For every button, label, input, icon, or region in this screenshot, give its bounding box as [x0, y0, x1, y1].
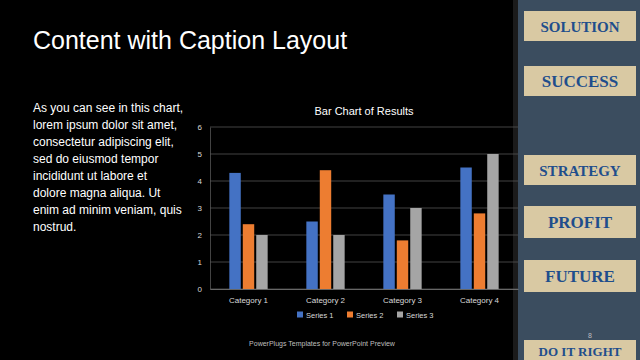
- legend-item: Series 1: [297, 311, 334, 320]
- y-tick-label: 6: [198, 123, 203, 132]
- x-tick-label: Category 4: [460, 296, 500, 305]
- x-axis-line: [211, 289, 519, 290]
- image-word-plate: [524, 66, 636, 96]
- image-background: [517, 0, 640, 360]
- chart: Bar Chart of Results0123456Category 1Cat…: [198, 105, 519, 320]
- y-tick-label: 3: [198, 204, 203, 213]
- grid-line: [210, 127, 518, 128]
- x-tick: Category 4: [460, 289, 500, 305]
- image-word-plate: [524, 340, 636, 360]
- image-word: FUTURE: [545, 267, 615, 286]
- x-tick: Category 2: [306, 289, 346, 305]
- legend-label: Series 3: [406, 311, 434, 320]
- page-number: 8: [588, 332, 592, 339]
- bar: [243, 224, 254, 289]
- caption-line: dolore magna aliqua. Ut: [33, 186, 161, 200]
- bar: [487, 154, 498, 289]
- image-word-plate: [524, 155, 636, 185]
- background: [0, 0, 640, 360]
- caption-line: incididunt ut labore et: [33, 169, 148, 183]
- y-tick-label: 5: [198, 150, 203, 159]
- grid-line: [210, 235, 518, 236]
- y-tick-label: 2: [198, 231, 203, 240]
- bar: [306, 222, 317, 290]
- x-tick-label: Category 1: [229, 296, 269, 305]
- image-word: SUCCESS: [542, 72, 619, 91]
- image-word: DO IT RIGHT: [539, 344, 622, 359]
- caption-line: consectetur adipiscing elit,: [33, 135, 174, 149]
- image-word: STRATEGY: [539, 163, 621, 179]
- caption-line: enim ad minim veniam, quis: [33, 203, 182, 217]
- y-tick: 2: [198, 231, 210, 240]
- bar: [474, 213, 485, 289]
- y-axis-line: [210, 128, 211, 290]
- grid: [210, 127, 518, 289]
- bar: [397, 240, 408, 289]
- x-tick: Category 1: [229, 289, 269, 305]
- image-word-plate: [524, 11, 636, 41]
- image-divider: [513, 0, 518, 360]
- bar: [256, 235, 267, 289]
- y-tick: 3: [198, 204, 210, 213]
- x-tick-label: Category 3: [383, 296, 423, 305]
- y-tick-label: 0: [198, 285, 203, 294]
- legend-swatch: [347, 312, 353, 318]
- bar: [383, 195, 394, 290]
- image-word-plate: [524, 206, 636, 238]
- legend-label: Series 2: [356, 311, 384, 320]
- y-tick: 0: [198, 285, 210, 294]
- legend-item: Series 2: [347, 311, 384, 320]
- legend-label: Series 1: [306, 311, 334, 320]
- x-axis: Category 1 Category 2 Category 3 Category 4: [211, 289, 519, 305]
- caption-line: sed do eiusmod tempor: [33, 152, 158, 166]
- caption: As you can see in this chart, lorem ipsum…: [33, 101, 183, 234]
- image-panel: SOLUTION SUCCESS STRATEGY PROFIT FUTURE DO IT…: [513, 0, 640, 360]
- bar: [320, 170, 331, 289]
- legend-swatch: [297, 312, 303, 318]
- bar: [410, 208, 421, 289]
- x-tick: Category 3: [383, 289, 423, 305]
- chart-title: Bar Chart of Results: [314, 105, 414, 117]
- legend-item: Series 3: [397, 311, 434, 320]
- y-tick: 6: [198, 123, 210, 132]
- y-tick-label: 1: [198, 258, 203, 267]
- bars: [229, 154, 498, 289]
- grid-line: [210, 154, 518, 155]
- grid-line: [210, 208, 518, 209]
- grid-line: [210, 289, 518, 290]
- legend: Series 1 Series 2 Series 3: [297, 311, 434, 320]
- caption-line: lorem ipsum dolor sit amet,: [33, 118, 177, 132]
- x-tick-label: Category 2: [306, 296, 346, 305]
- y-tick-label: 4: [198, 177, 203, 186]
- y-tick: 4: [198, 177, 210, 186]
- footer: PowerPlugs Templates for PowerPoint Prev…: [249, 340, 396, 348]
- bar: [460, 168, 471, 290]
- y-tick: 1: [198, 258, 210, 267]
- bar: [333, 235, 344, 289]
- slide: Content with Caption Layout As you can se…: [0, 0, 640, 360]
- caption-line: As you can see in this chart,: [33, 101, 183, 115]
- slide-title: Content with Caption Layout: [33, 26, 347, 54]
- y-tick: 5: [198, 150, 210, 159]
- y-axis: 0 1 2 3 4 5 6: [198, 123, 211, 294]
- image-word-plate: [524, 260, 636, 292]
- legend-swatch: [397, 312, 403, 318]
- grid-line: [210, 181, 518, 182]
- caption-line: nostrud.: [33, 220, 76, 234]
- bar: [229, 173, 240, 289]
- image-word: SOLUTION: [540, 19, 619, 35]
- grid-line: [210, 262, 518, 263]
- image-word: PROFIT: [548, 213, 613, 232]
